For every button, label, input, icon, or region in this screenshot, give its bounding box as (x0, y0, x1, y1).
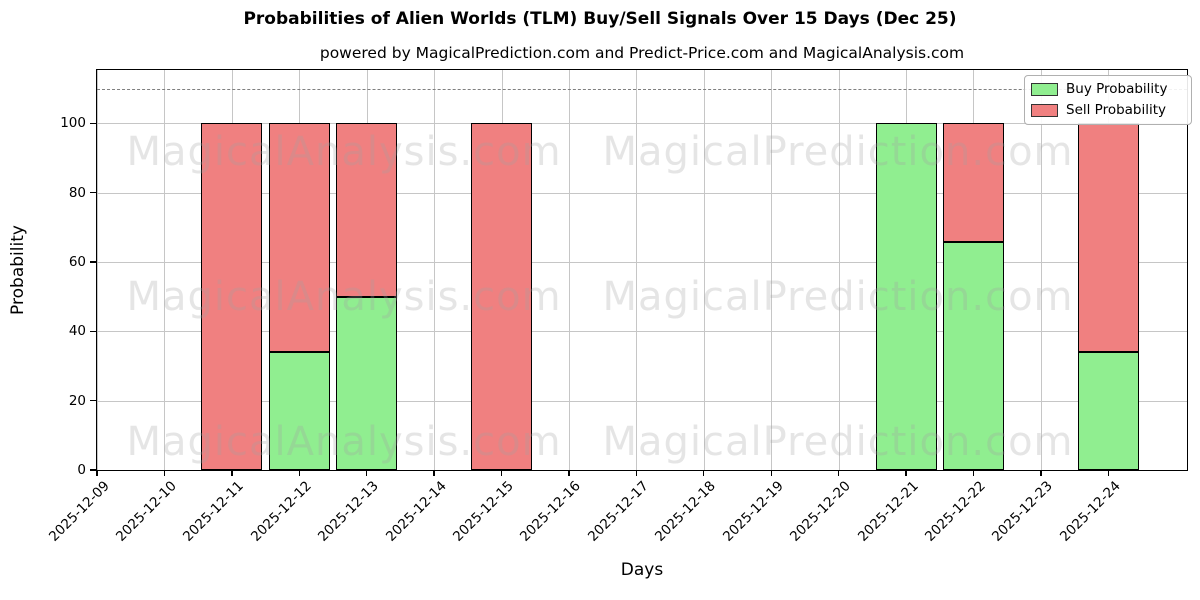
legend-entry-buy: Buy Probability (1031, 81, 1183, 97)
bar-segment-sell (1077, 123, 1139, 353)
v-gridline (97, 70, 98, 470)
x-tick-mark (905, 470, 907, 476)
h-gridline (97, 262, 1187, 264)
v-gridline (771, 70, 773, 470)
v-gridline (838, 70, 840, 470)
sell-legend-label: Sell Probability (1066, 102, 1167, 118)
v-gridline (568, 70, 570, 470)
h-gridline (97, 470, 1187, 471)
x-tick-mark (365, 470, 368, 476)
watermark-text: MagicalAnalysis.com (126, 419, 562, 465)
legend-entry-sell: Sell Probability (1031, 102, 1183, 118)
watermark-text: MagicalAnalysis.com (126, 129, 562, 175)
x-tick-label: 2025-12-23 (989, 478, 1057, 545)
v-gridline (434, 70, 436, 470)
y-tick-label: 40 (68, 323, 86, 340)
v-gridline (703, 70, 705, 470)
v-gridline (636, 70, 638, 470)
x-tick-label: 2025-12-12 (247, 478, 315, 545)
x-tick-mark (635, 470, 638, 476)
x-tick-mark (96, 470, 98, 476)
v-gridline (1040, 70, 1042, 470)
watermark-text: MagicalPrediction.com (602, 419, 1074, 465)
bar-segment-sell (268, 123, 330, 353)
x-tick-mark (500, 470, 503, 476)
y-tick-mark (90, 469, 96, 471)
bar-segment-buy (1077, 352, 1139, 470)
y-tick-mark (90, 399, 96, 402)
x-tick-mark (568, 470, 570, 476)
bar-segment-buy (268, 352, 330, 470)
bar-segment-buy (942, 241, 1004, 470)
y-axis-label: Probability (8, 225, 28, 315)
x-tick-mark (231, 470, 233, 476)
y-tick-label: 20 (68, 392, 86, 409)
x-tick-label: 2025-12-17 (584, 478, 652, 545)
x-tick-mark (972, 470, 975, 476)
bar-segment-sell (471, 123, 533, 470)
chart-subtitle: powered by MagicalPrediction.com and Pre… (319, 44, 965, 62)
x-tick-label: 2025-12-18 (652, 478, 720, 545)
x-tick-mark (770, 470, 772, 476)
watermark-text: MagicalPrediction.com (602, 129, 1074, 175)
plot-area: Buy Probability Sell Probability Magical… (46, 69, 1192, 545)
x-tick-label: 2025-12-10 (112, 478, 180, 545)
x-axis-label: Days (620, 560, 664, 580)
sell-legend-swatch (1031, 103, 1058, 117)
x-tick-mark (1040, 470, 1042, 476)
x-tick-label: 2025-12-14 (382, 478, 450, 545)
bar-segment-sell (201, 123, 263, 470)
v-gridline (164, 70, 166, 470)
h-gridline (97, 400, 1187, 402)
x-tick-label: 2025-12-15 (450, 478, 517, 545)
x-tick-label: 2025-12-09 (45, 478, 113, 545)
watermark-text: MagicalPrediction.com (602, 274, 1074, 320)
y-tick-label: 60 (68, 254, 86, 271)
x-tick-mark (298, 470, 300, 476)
y-tick-mark (90, 261, 96, 263)
y-tick-mark (90, 122, 96, 125)
x-tick-mark (163, 470, 166, 476)
bar-segment-sell (336, 123, 398, 297)
x-tick-mark (1107, 470, 1109, 476)
bar-segment-sell (942, 123, 1004, 242)
x-tick-label: 2025-12-22 (921, 478, 989, 545)
buy-legend-swatch (1031, 82, 1058, 96)
h-gridline (97, 192, 1187, 194)
x-tick-mark (837, 470, 840, 476)
y-tick-label: 80 (68, 184, 86, 201)
x-tick-label: 2025-12-11 (180, 478, 248, 545)
h-gridline (97, 123, 1187, 125)
y-tick-mark (90, 192, 96, 194)
x-tick-label: 2025-12-24 (1056, 478, 1124, 545)
chart-title: Probabilities of Alien Worlds (TLM) Buy/… (243, 9, 957, 29)
bar-segment-buy (336, 296, 398, 470)
y-tick-label: 100 (60, 115, 86, 132)
x-tick-label: 2025-12-21 (854, 478, 922, 545)
threshold-line (97, 88, 1187, 90)
x-tick-label: 2025-12-19 (719, 478, 787, 545)
bar-segment-buy (875, 123, 937, 470)
h-gridline (97, 331, 1187, 333)
legend: Buy Probability Sell Probability (1024, 75, 1192, 125)
x-tick-label: 2025-12-13 (315, 478, 383, 545)
x-tick-mark (703, 470, 705, 476)
x-tick-label: 2025-12-20 (787, 478, 854, 545)
x-tick-label: 2025-12-16 (517, 478, 585, 545)
watermark-text: MagicalAnalysis.com (126, 274, 562, 320)
x-tick-mark (433, 470, 435, 476)
y-tick-mark (90, 330, 96, 333)
buy-legend-label: Buy Probability (1066, 81, 1168, 97)
y-tick-label: 0 (77, 462, 86, 478)
